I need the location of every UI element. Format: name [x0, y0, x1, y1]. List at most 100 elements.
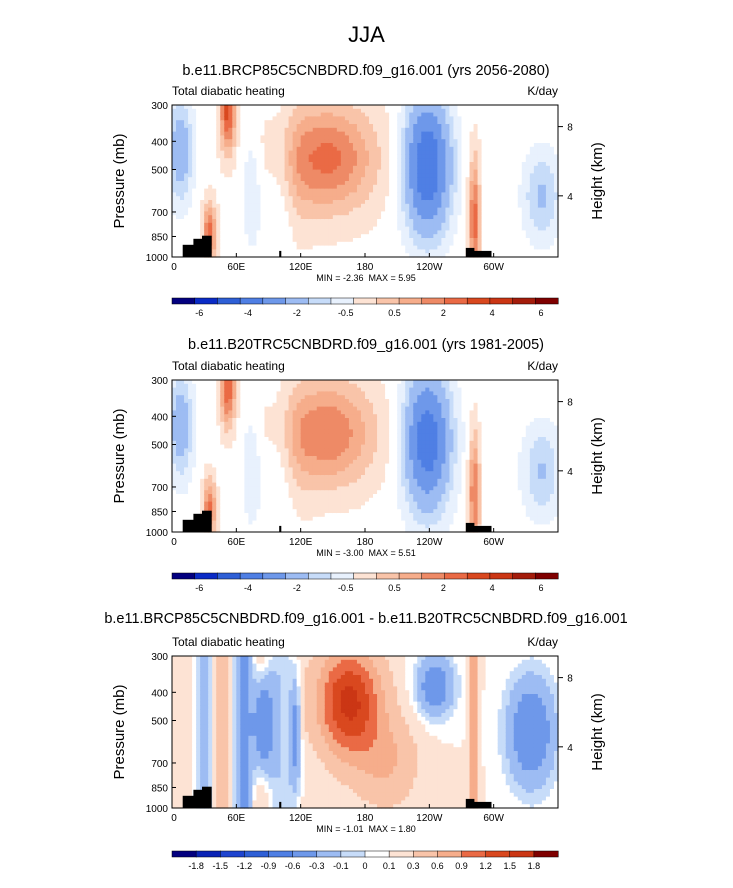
figure-title: JJA [348, 22, 385, 47]
heatmap-cell [260, 112, 266, 117]
heatmap-cell [497, 143, 503, 148]
heatmap-cell [276, 383, 282, 389]
heatmap-cell [320, 112, 326, 117]
heatmap-cell [397, 222, 402, 228]
heatmap-cell [268, 249, 274, 254]
heatmap-cell [497, 253, 503, 258]
heatmap-cell [324, 124, 330, 129]
heatmap-cell [224, 429, 229, 434]
heatmap-cell [553, 238, 559, 243]
heatmap-cell [541, 241, 547, 247]
heatmap-cell [545, 249, 551, 254]
heatmap-cell [244, 116, 249, 121]
heatmap-cell [212, 139, 217, 144]
heatmap-cell [489, 181, 495, 186]
heatmap-cell [429, 108, 434, 114]
heatmap-cell [236, 150, 241, 155]
heatmap-cell [188, 124, 193, 129]
heatmap-cell [220, 226, 225, 231]
heatmap-cell [260, 433, 266, 438]
heatmap-cell [360, 112, 366, 117]
heatmap-cell [413, 184, 418, 190]
heatmap-cell [204, 456, 209, 461]
heatmap-cell [284, 253, 290, 258]
heatmap-cell [352, 222, 358, 228]
heatmap-cell [312, 241, 318, 247]
heatmap-cell [268, 105, 274, 110]
heatmap-cell [489, 162, 495, 167]
heatmap-cell [537, 127, 543, 133]
heatmap-cell [332, 173, 338, 178]
heatmap-cell [413, 127, 418, 133]
heatmap-cell [348, 207, 354, 212]
heatmap-cell [457, 188, 463, 193]
heatmap-cell [417, 207, 422, 212]
heatmap-cell [264, 222, 270, 228]
heatmap-cell [421, 234, 426, 239]
heatmap-cell [280, 105, 286, 110]
heatmap-cell [252, 410, 258, 415]
heatmap-cell [176, 162, 181, 167]
heatmap-cell [252, 429, 258, 434]
heatmap-cell [517, 181, 523, 186]
heatmap-cell [397, 238, 402, 243]
heatmap-cell [513, 112, 519, 117]
heatmap-cell [180, 173, 185, 178]
heatmap-cell [533, 124, 539, 129]
heatmap-cell [501, 253, 507, 258]
heatmap-cell [252, 452, 258, 457]
heatmap-cell [356, 241, 362, 247]
heatmap-cell [533, 165, 539, 171]
heatmap-cell [252, 494, 258, 499]
heatmap-cell [377, 124, 382, 129]
heatmap-cell [549, 188, 555, 193]
heatmap-cell [352, 192, 358, 197]
heatmap-cell [300, 207, 306, 212]
heatmap-cell [184, 200, 189, 205]
heatmap-cell [272, 478, 278, 484]
heatmap-cell [324, 173, 330, 178]
heatmap-cell [308, 143, 314, 148]
heatmap-cell [268, 497, 274, 503]
heatmap-cell [264, 162, 270, 167]
heatmap-cell [304, 139, 310, 144]
heatmap-cell [316, 234, 322, 239]
heatmap-cell [220, 162, 225, 167]
heatmap-cell [365, 207, 370, 212]
heatmap-cell [268, 253, 274, 258]
heatmap-cell [437, 169, 442, 174]
heatmap-cell [413, 196, 418, 201]
heatmap-cell [176, 154, 181, 159]
heatmap-cell [352, 131, 358, 136]
heatmap-cell [228, 158, 233, 163]
panel-left-label: Total diabatic heating [172, 84, 285, 98]
heatmap-cell [304, 188, 310, 193]
heatmap-cell [417, 165, 422, 171]
heatmap-cell [425, 249, 430, 254]
heatmap-cell [473, 238, 479, 243]
heatmap-cell [276, 475, 282, 480]
heatmap-cell [377, 253, 382, 258]
heatmap-cell [196, 234, 201, 239]
heatmap-cell [288, 226, 294, 231]
heatmap-cell [260, 108, 266, 114]
heatmap-cell [276, 253, 282, 258]
heatmap-cell [340, 143, 346, 148]
heatmap-cell [385, 230, 390, 235]
heatmap-cell [248, 211, 254, 216]
heatmap-cell [224, 173, 229, 178]
heatmap-cell [381, 222, 386, 228]
heatmap-cell [192, 135, 197, 140]
heatmap-cell [240, 475, 245, 480]
heatmap-cell [248, 406, 254, 411]
heatmap-cell [244, 241, 249, 247]
heatmap-cell [312, 222, 318, 228]
heatmap-cell [232, 188, 237, 193]
heatmap-cell [228, 383, 233, 389]
heatmap-cell [248, 245, 254, 250]
heatmap-cell [421, 124, 426, 129]
heatmap-cell [417, 184, 422, 190]
heatmap-cell [220, 391, 225, 396]
heatmap-cell [252, 131, 258, 136]
heatmap-cell [352, 158, 358, 163]
